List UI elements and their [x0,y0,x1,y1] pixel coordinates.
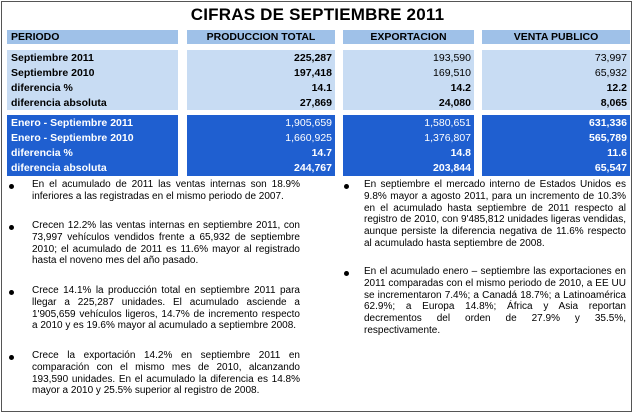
bullet-text-right: En septiembre el mercado interno de Esta… [364,179,626,249]
row-produccion: 14.1 [311,82,332,94]
bullet-dot-icon [9,355,14,360]
row-produccion: 27,869 [299,97,332,109]
row-venta: 12.2 [606,82,627,94]
bullet-text-left: Crece 14.1% la producción total en septi… [32,285,300,332]
light-block-exportacion [343,50,474,110]
row-exportacion: 1,580,651 [424,117,471,129]
row-exportacion: 193,590 [433,52,471,64]
bullet-text-left: En el acumulado de 2011 las ventas inter… [32,179,300,202]
row-exportacion: 203,844 [433,162,471,174]
header-exportacion: EXPORTACION [343,30,474,44]
header-venta: VENTA PUBLICO [482,30,630,44]
bullet-dot-icon [9,290,14,295]
row-produccion: 244,767 [294,162,332,174]
row-venta: 565,789 [589,132,627,144]
row-label: diferencia % [11,82,73,94]
row-exportacion: 14.8 [450,147,471,159]
page-title: CIFRAS DE SEPTIEMBRE 2011 [190,5,445,24]
row-produccion: 225,287 [294,52,332,64]
row-venta: 8,065 [600,97,627,109]
dark-block-exportacion [343,115,474,176]
row-label: diferencia absoluta [11,97,107,109]
light-block-produccion [187,50,335,110]
bullet-dot-icon [9,184,14,189]
row-label: diferencia % [11,147,73,159]
row-exportacion: 14.2 [450,82,471,94]
dark-block-produccion [187,115,335,176]
row-produccion: 1,905,659 [285,117,332,129]
bullet-text-left: Crece la exportación 14.2% en septiembre… [32,350,300,397]
row-label: Septiembre 2010 [11,67,95,79]
bullet-dot-icon [344,184,349,189]
row-label: diferencia absoluta [11,162,107,174]
row-exportacion: 169,510 [433,67,471,79]
dark-block-periodo [7,115,178,176]
row-exportacion: 24,080 [438,97,471,109]
row-venta: 65,932 [594,67,627,79]
light-block-periodo [7,50,178,110]
bullet-dot-icon [9,225,14,230]
header-produccion: PRODUCCION TOTAL [187,30,335,44]
row-label: Septiembre 2011 [11,52,94,64]
row-exportacion: 1,376,807 [424,132,471,144]
bullet-dot-icon [344,271,349,276]
row-label: Enero - Septiembre 2011 [11,117,133,129]
row-label: Enero - Septiembre 2010 [11,132,134,144]
bullet-text-left: Crecen 12.2% las ventas internas en sept… [32,220,300,267]
row-venta: 65,547 [594,162,627,174]
bullet-text-right: En el acumulado enero – septiembre las e… [364,266,626,336]
row-produccion: 1,660,925 [285,132,332,144]
row-venta: 11.6 [607,147,627,159]
row-venta: 73,997 [594,52,627,64]
row-venta: 631,336 [589,117,627,129]
light-block-venta [482,50,630,110]
row-produccion: 14.7 [311,147,332,159]
dark-block-venta [482,115,630,176]
header-periodo: PERIODO [7,30,178,44]
row-produccion: 197,418 [294,67,332,79]
